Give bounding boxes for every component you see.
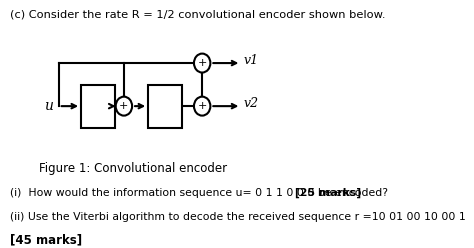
Text: +: + bbox=[198, 58, 207, 68]
Text: v1: v1 bbox=[243, 54, 258, 67]
Text: +: + bbox=[198, 101, 207, 111]
Circle shape bbox=[194, 97, 210, 116]
Circle shape bbox=[194, 54, 210, 73]
Text: (c) Consider the rate R = 1/2 convolutional encoder shown below.: (c) Consider the rate R = 1/2 convolutio… bbox=[10, 9, 386, 19]
Text: Figure 1: Convolutional encoder: Figure 1: Convolutional encoder bbox=[39, 162, 228, 175]
Text: (i)  How would the information sequence u= 0 1 1 0 0 0 be encoded?: (i) How would the information sequence u… bbox=[10, 188, 392, 198]
Text: (ii) Use the Viterbi algorithm to decode the received sequence r =10 01 00 10 00: (ii) Use the Viterbi algorithm to decode… bbox=[10, 212, 466, 222]
Text: v2: v2 bbox=[243, 97, 258, 110]
Text: [45 marks]: [45 marks] bbox=[10, 233, 82, 246]
Text: [25 marks]: [25 marks] bbox=[295, 188, 362, 198]
Text: +: + bbox=[119, 101, 128, 111]
Text: u: u bbox=[44, 99, 53, 113]
Bar bbox=[81, 85, 115, 128]
Circle shape bbox=[116, 97, 132, 116]
Bar bbox=[148, 85, 182, 128]
